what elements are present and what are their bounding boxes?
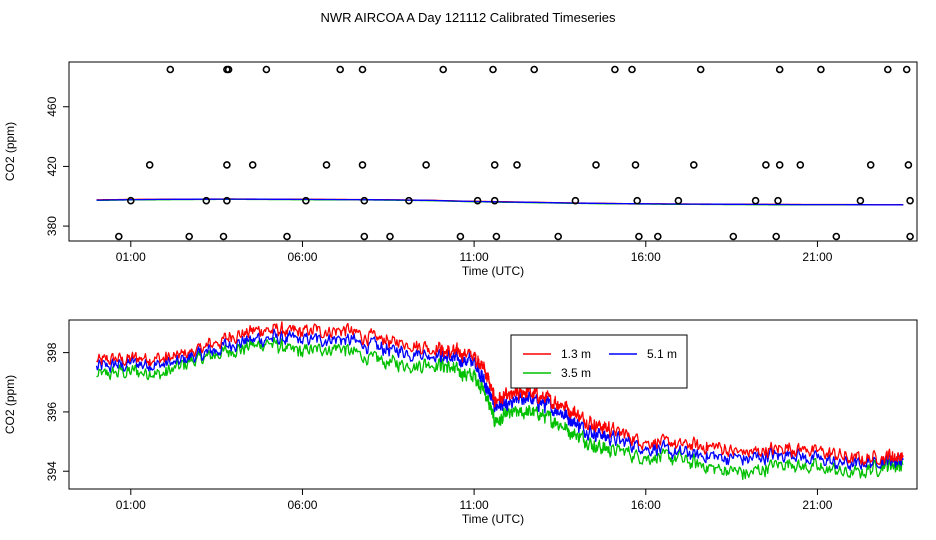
x-axis-label: Time (UTC) [462,264,524,278]
calibration-point [751,196,760,205]
x-tick-label-01-00: 01:00 [116,498,146,512]
calibration-point [611,65,619,74]
calibration-point [592,161,600,169]
calibration-point [762,161,770,169]
calibration-point [322,161,331,169]
y-axis-label: CO2 (ppm) [3,375,17,434]
calibration-point [166,65,175,74]
calibration-point [883,65,892,74]
calibration-point [628,65,636,74]
calibration-point [248,161,257,169]
calibration-point [358,161,367,169]
calibration-point [902,65,911,74]
calibration-point [696,65,705,74]
calibration-point [405,196,413,205]
calibration-point [223,196,231,205]
legend-label-1-3-m: 1.3 m [561,347,591,361]
plot-frame-0 [68,61,918,242]
series-line-1-3-m [96,321,904,466]
x-tick-label-21-00: 21:00 [802,250,832,264]
calibration-point [554,232,563,241]
calibration-point [185,232,193,241]
x-tick-label-06-00: 06:00 [287,498,317,512]
calibration-point [490,196,499,205]
calibration-point [653,232,662,241]
y-axis-label: CO2 (ppm) [3,122,17,181]
x-tick-label-11-00: 11:00 [460,250,489,264]
legend-box [510,334,688,389]
calibration-point [774,196,782,205]
top-panel-calibration-plot: 01:00 06:00 11:00 16:00 21:00 380 420 460 Time (… [3,61,918,278]
x-tick-label-16-00: 16:00 [631,498,661,512]
calibration-point [489,65,497,74]
figure-title: NWR AIRCOA A Day 121112 Calibrated Times… [320,10,616,25]
calibration-point [674,196,683,205]
bottom-panel-timeseries-plot: 01:00 06:00 11:00 16:00 21:00 394 396 398 Time (… [3,319,918,526]
calibration-point [571,196,580,205]
y-tick-label-396: 396 [45,402,59,422]
calibration-point [796,161,805,169]
calibration-point [904,161,913,169]
x-tick-label-21-00: 21:00 [802,498,832,512]
calibration-point [530,65,539,74]
calibration-point [513,161,521,169]
y-tick-label-380: 380 [45,216,59,236]
calibration-point [145,161,154,169]
legend: 1.3 m 5.1 m 3.5 m [510,334,688,389]
y-tick-label-398: 398 [45,342,59,362]
calibration-point [224,65,233,74]
calibration-point [360,232,369,241]
calibration-point [775,65,784,74]
calibration-point [772,232,781,241]
calibration-point [473,196,482,205]
series-line-5-1-m [95,328,904,471]
calibration-point [729,232,738,241]
calibration-point [283,232,291,241]
y-tick-label-394: 394 [45,461,59,481]
calibration-point [906,196,914,205]
calibration-point [866,161,875,169]
calibration-point [358,65,367,74]
calibration-point [492,232,501,241]
x-tick-label-01-00: 01:00 [116,250,146,264]
calibration-point [633,196,642,205]
calibration-point [360,196,369,205]
calibration-point [219,232,228,241]
calibration-point [336,65,345,74]
calibration-point [631,161,640,169]
series-line-5-1-m [96,198,904,206]
series-line-3-5-m [96,336,904,481]
x-tick-label-06-00: 06:00 [287,250,317,264]
x-axis-label: Time (UTC) [462,512,524,526]
calibration-point [262,65,271,74]
calibration-point [775,161,784,169]
plot-frame-1 [68,319,918,490]
legend-label-5-1-m: 5.1 m [647,347,677,361]
y-tick-label-460: 460 [45,96,59,116]
calibration-point [386,232,394,241]
calibration-point [439,65,448,74]
calibration-point [689,161,698,169]
calibration-point [115,232,123,241]
calibration-point [635,232,643,241]
calibration-point [302,196,310,205]
y-tick-label-420: 420 [45,156,59,176]
calibration-point [223,161,231,169]
legend-label-3-5-m: 3.5 m [561,366,591,380]
calibration-point [490,161,499,169]
calibration-point [422,161,430,169]
calibration-point [856,196,865,205]
calibration-point [817,65,825,74]
calibration-point [456,232,465,241]
calibration-point [832,232,841,241]
x-tick-label-16-00: 16:00 [631,250,661,264]
x-tick-label-11-00: 11:00 [460,498,489,512]
calibration-point [906,232,914,241]
calibration-point [202,196,211,205]
calibration-point [127,196,135,205]
